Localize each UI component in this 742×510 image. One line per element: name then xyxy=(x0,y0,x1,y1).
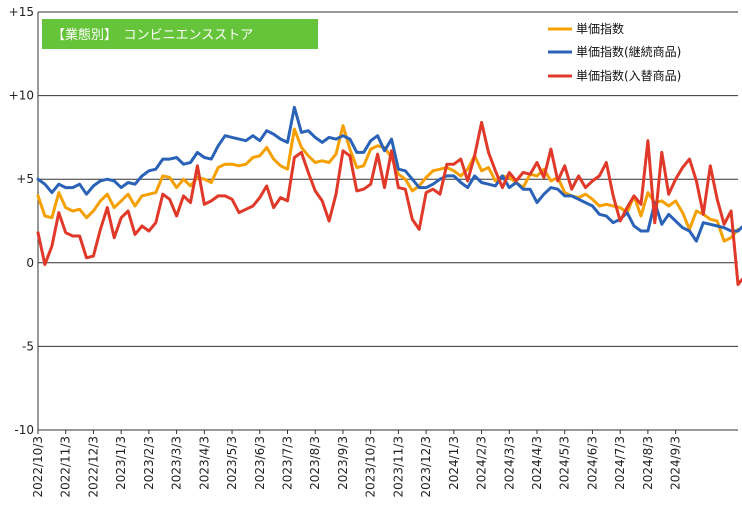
x-tick-label: 2022/12/3 xyxy=(86,436,100,498)
x-tick-label: 2024/2/3 xyxy=(475,436,489,490)
x-tick-label: 2023/1/3 xyxy=(114,436,128,490)
series-line-0 xyxy=(36,124,740,243)
x-tick-label: 2024/9/3 xyxy=(669,436,683,490)
series-line-2 xyxy=(36,120,742,286)
x-tick-label: 2023/6/3 xyxy=(253,436,267,490)
y-tick-label: +10 xyxy=(9,89,34,103)
x-tick-label: 2024/3/3 xyxy=(502,436,516,490)
y-tick-label: +5 xyxy=(16,172,34,186)
chart-title-text: 【業態別】 コンビニエンスストア xyxy=(52,27,253,43)
y-tick-label: -5 xyxy=(22,339,34,353)
x-axis-ticks: 2022/10/3 2022/11/3 2022/12/3 2023/1/3 2023/… xyxy=(31,430,683,498)
x-tick-label: 2022/10/3 xyxy=(31,436,45,498)
legend-label-price-index: 単価指数 xyxy=(576,21,624,36)
legend-label-continuing-products: 単価指数(継続商品) xyxy=(576,44,681,59)
x-tick-label: 2024/6/3 xyxy=(585,436,599,490)
y-tick-label: -10 xyxy=(14,423,34,437)
series-line-1 xyxy=(36,105,742,243)
y-tick-label: 0 xyxy=(26,256,34,270)
series-lines xyxy=(36,105,742,286)
x-tick-label: 2023/4/3 xyxy=(197,436,211,490)
x-tick-label: 2024/7/3 xyxy=(613,436,627,490)
legend-item-continuing-products: 単価指数(継続商品) xyxy=(548,44,681,59)
x-tick-label: 2023/2/3 xyxy=(142,436,156,490)
x-tick-label: 2022/11/3 xyxy=(59,436,73,498)
x-tick-label: 2023/7/3 xyxy=(281,436,295,490)
x-tick-label: 2024/1/3 xyxy=(447,436,461,490)
legend: 単価指数 単価指数(継続商品) 単価指数(入替商品) xyxy=(548,21,681,83)
x-tick-label: 2023/9/3 xyxy=(336,436,350,490)
x-tick-label: 2023/3/3 xyxy=(170,436,184,490)
legend-item-price-index: 単価指数 xyxy=(548,21,624,36)
x-tick-label: 2023/5/3 xyxy=(225,436,239,490)
gridlines xyxy=(37,11,738,431)
x-tick-label: 2024/4/3 xyxy=(530,436,544,490)
chart-title-background xyxy=(42,19,318,49)
x-tick-label: 2023/8/3 xyxy=(308,436,322,490)
chart-title: 【業態別】 コンビニエンスストア xyxy=(42,19,318,49)
legend-label-replaced-products: 単価指数(入替商品) xyxy=(576,68,681,83)
x-tick-label: 2023/10/3 xyxy=(364,436,378,498)
x-tick-label: 2024/8/3 xyxy=(641,436,655,490)
x-tick-label: 2024/5/3 xyxy=(558,436,572,490)
y-axis-ticks: +15 +10 +5 0 -5 -10 xyxy=(9,5,34,437)
y-tick-label: +15 xyxy=(9,5,34,19)
x-tick-label: 2023/12/3 xyxy=(419,436,433,498)
x-tick-label: 2023/11/3 xyxy=(391,436,405,498)
legend-item-replaced-products: 単価指数(入替商品) xyxy=(548,68,681,83)
